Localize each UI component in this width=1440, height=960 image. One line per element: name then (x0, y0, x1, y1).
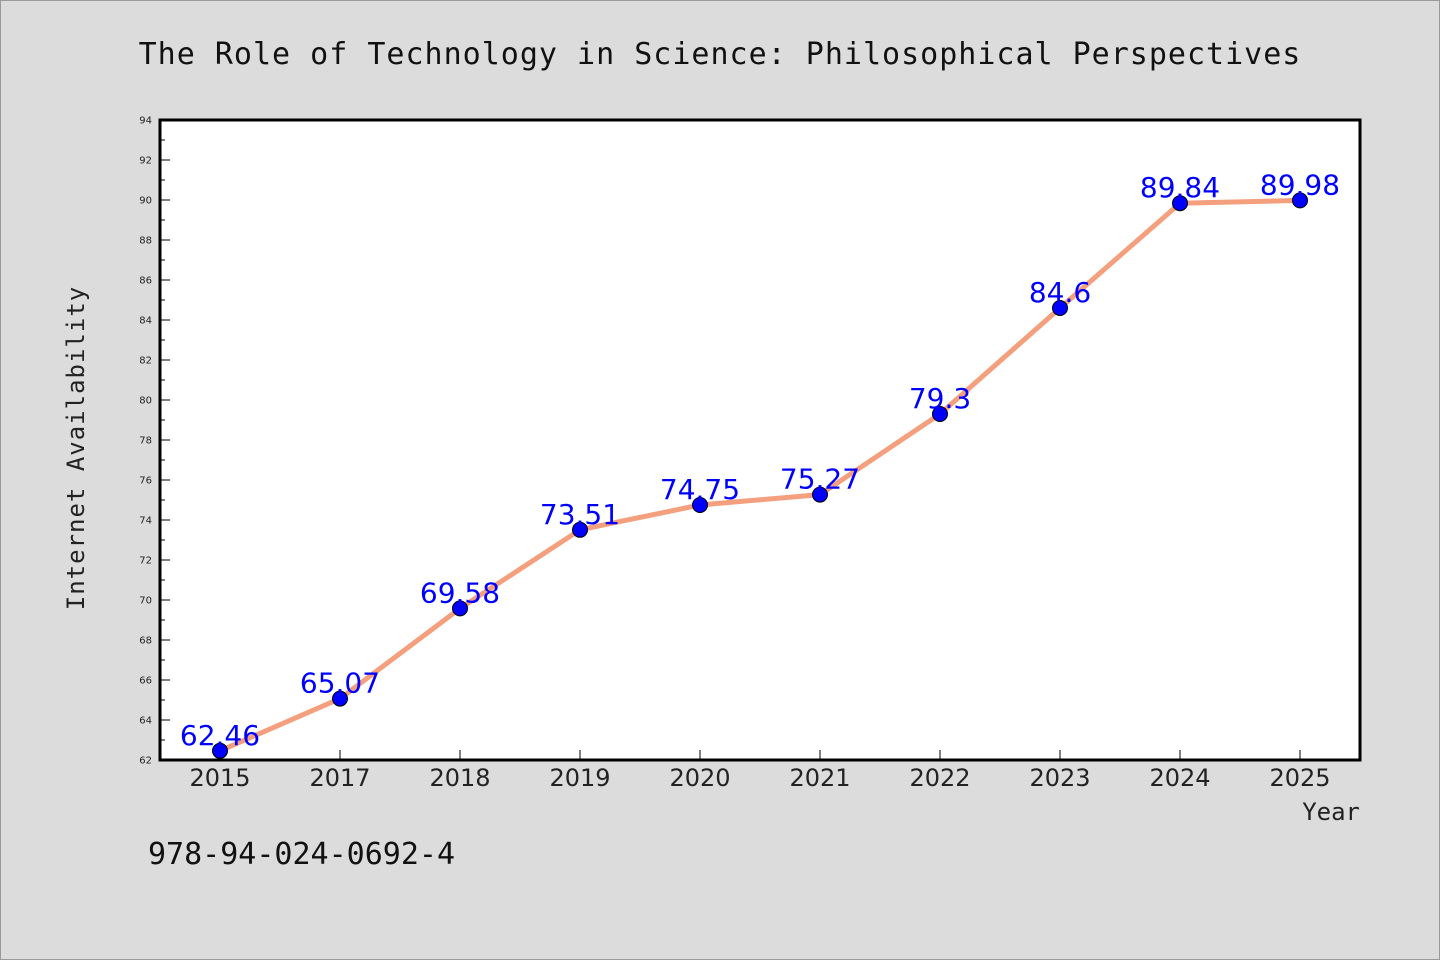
y-axis: 62 64 66 68 70 72 74 76 78 80 82 84 86 88 90 92 94 (139, 116, 170, 767)
data-point-marker (332, 690, 348, 707)
data-point-marker (572, 521, 588, 538)
y-tick-label: 86 (139, 276, 152, 287)
x-tick-label: 2022 (909, 764, 970, 792)
data-point-marker (1172, 195, 1188, 212)
y-tick-label: 68 (139, 636, 152, 647)
data-point-marker (212, 742, 228, 759)
y-tick-label: 94 (139, 116, 152, 127)
y-tick-label: 66 (139, 676, 152, 687)
chart-title: The Role of Technology in Science: Philo… (139, 37, 1302, 72)
data-label: 69.58 (420, 576, 500, 609)
x-tick-label: 2018 (429, 764, 490, 792)
x-tick-label: 2020 (669, 764, 730, 792)
y-tick-label: 72 (139, 556, 152, 567)
y-tick-label: 82 (139, 356, 152, 367)
y-tick-label: 92 (139, 156, 152, 167)
data-point-marker (1052, 300, 1068, 316)
x-axis: 2015 2017 2018 2019 2020 2021 2022 2023 2024 2025 (189, 750, 1331, 792)
x-axis-label: Year (1302, 798, 1360, 826)
data-point-marker (1292, 192, 1308, 209)
x-tick-label: 2015 (189, 764, 250, 792)
data-label: 65.07 (300, 667, 380, 700)
y-tick-label: 76 (139, 476, 152, 487)
data-label: 89.98 (1260, 168, 1340, 201)
x-tick-label: 2025 (1269, 764, 1330, 792)
data-label: 74.75 (660, 473, 740, 506)
x-tick-label: 2019 (549, 764, 610, 792)
data-point-marker (932, 406, 948, 422)
data-label: 75.27 (780, 463, 860, 496)
x-tick-label: 2017 (309, 764, 370, 792)
y-tick-label: 84 (139, 316, 152, 327)
isbn-text: 978-94-024-0692-4 (148, 837, 455, 872)
y-tick-label: 74 (139, 516, 152, 527)
series-line (217, 197, 1303, 754)
data-point-marker (452, 600, 468, 617)
x-tick-label: 2021 (789, 764, 850, 792)
y-tick-label: 90 (139, 196, 152, 207)
y-axis-label: Internet Availability (62, 286, 90, 610)
data-label: 89.84 (1140, 171, 1220, 204)
data-point-marker (692, 497, 708, 513)
y-tick-label: 80 (139, 396, 152, 407)
y-tick-label: 88 (139, 236, 152, 247)
data-label: 79.3 (909, 382, 971, 415)
data-point-marker (812, 486, 828, 503)
y-tick-label: 62 (139, 756, 152, 767)
data-label: 62.46 (180, 719, 260, 752)
series-line-group: 62.46 65.07 69.58 73.51 74.75 75.27 79.3 84.6 89… (180, 168, 1340, 759)
y-tick-label: 70 (139, 596, 152, 607)
data-label: 73.51 (540, 498, 620, 531)
x-tick-label: 2024 (1149, 764, 1210, 792)
plot-area (158, 118, 1362, 762)
x-tick-label: 2023 (1029, 764, 1090, 792)
y-tick-label: 78 (139, 436, 152, 447)
y-tick-label: 64 (139, 716, 152, 727)
data-label: 84.6 (1029, 276, 1091, 309)
